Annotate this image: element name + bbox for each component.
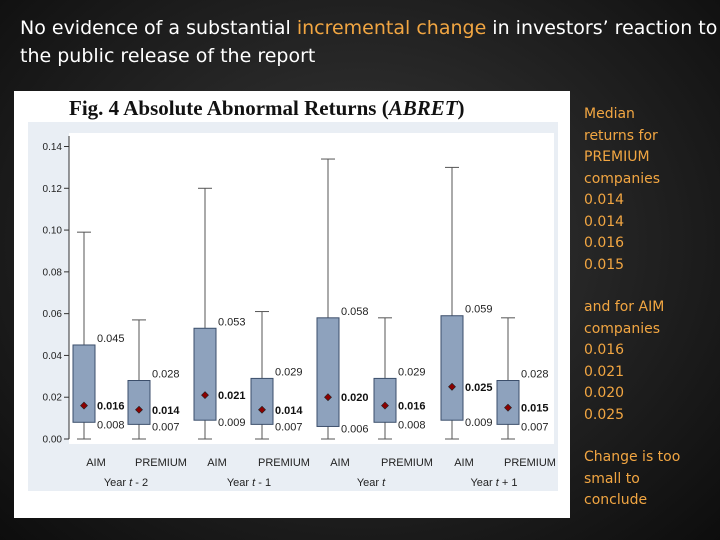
- category-label: AIM: [330, 457, 350, 469]
- median-label: 0.014: [152, 405, 180, 417]
- category-label: AIM: [454, 457, 474, 469]
- median-marker: [201, 391, 209, 400]
- group-label: Year t + 1: [470, 477, 517, 489]
- iqr-box: [440, 315, 464, 421]
- q1-label: 0.009: [465, 417, 493, 429]
- q3-label: 0.058: [341, 306, 369, 318]
- aim-median-value: 0.025: [584, 406, 625, 423]
- y-tick-label: 0.06: [43, 309, 63, 320]
- aim-median-value: 0.020: [584, 385, 625, 401]
- median-marker: [381, 401, 389, 410]
- median-marker: [135, 405, 143, 414]
- y-tick-label: 0.02: [43, 393, 63, 404]
- median-label: 0.021: [218, 390, 246, 402]
- title-text-start: No evidence of a substantial: [20, 17, 297, 39]
- category-label: PREMIUM: [258, 457, 310, 469]
- median-marker: [258, 405, 266, 414]
- q1-label: 0.007: [521, 421, 549, 433]
- group-label: Year t: [357, 477, 386, 489]
- q3-label: 0.028: [521, 369, 549, 381]
- q3-label: 0.028: [152, 369, 180, 381]
- title-text-end: in investors’ reaction to the public rel…: [20, 17, 718, 67]
- iqr-box: [250, 377, 274, 425]
- category-label: PREMIUM: [504, 457, 556, 469]
- iqr-box: [373, 377, 397, 423]
- median-label: 0.015: [521, 403, 549, 415]
- median-label: 0.016: [398, 401, 426, 413]
- chart-title: Fig. 4 Absolute Abnormal Returns (ABRET): [69, 96, 465, 120]
- aim-heading-line: companies: [584, 320, 661, 337]
- q1-label: 0.009: [218, 417, 246, 429]
- category-label: PREMIUM: [135, 457, 187, 469]
- conclusion-line: Change is too: [584, 449, 681, 465]
- y-tick-label: 0.04: [43, 351, 63, 362]
- aim-median-value: 0.021: [584, 363, 625, 380]
- q1-label: 0.007: [275, 421, 303, 433]
- sidebar-notes: Median returns for PREMIUM companies 0.0…: [584, 104, 716, 533]
- group-label: Year t - 2: [104, 477, 148, 489]
- premium-median-value: 0.014: [584, 192, 625, 208]
- q1-label: 0.007: [152, 421, 180, 433]
- q3-label: 0.045: [97, 333, 125, 345]
- category-label: AIM: [207, 457, 227, 469]
- iqr-box: [193, 327, 217, 421]
- premium-heading-line: companies: [584, 170, 661, 187]
- iqr-box: [496, 380, 520, 425]
- q3-label: 0.029: [275, 366, 303, 378]
- conclusion-line: conclude: [584, 492, 648, 508]
- median-label: 0.020: [341, 392, 369, 404]
- q1-label: 0.006: [341, 423, 369, 435]
- iqr-box: [72, 344, 96, 423]
- y-tick-label: 0.14: [43, 142, 63, 153]
- median-label: 0.016: [97, 401, 125, 413]
- category-label: PREMIUM: [381, 457, 433, 469]
- aim-median-value: 0.016: [584, 342, 625, 358]
- q1-label: 0.008: [398, 419, 426, 431]
- median-marker: [80, 401, 88, 410]
- median-marker: [504, 403, 512, 412]
- aim-heading-line: and for AIM: [584, 299, 665, 315]
- premium-heading-line: returns for: [584, 127, 658, 144]
- aim-medians-block: and for AIM companies 0.016 0.021 0.020 …: [584, 297, 716, 426]
- y-tick-label: 0.08: [43, 267, 63, 278]
- median-marker: [448, 382, 456, 391]
- premium-median-value: 0.016: [584, 235, 625, 251]
- q3-label: 0.053: [218, 316, 246, 328]
- box-plot-chart: Fig. 4 Absolute Abnormal Returns (ABRET)…: [28, 96, 558, 491]
- median-label: 0.014: [275, 405, 303, 417]
- y-tick-label: 0.00: [43, 435, 63, 446]
- title-highlight: incremental change: [296, 17, 487, 39]
- conclusion-block: Change is too small to conclude: [584, 447, 716, 512]
- premium-median-value: 0.014: [584, 213, 625, 230]
- premium-median-value: 0.015: [584, 256, 625, 273]
- iqr-box: [316, 317, 340, 427]
- premium-heading-line: Median: [584, 106, 635, 122]
- iqr-box: [127, 380, 151, 425]
- category-label: AIM: [86, 457, 106, 469]
- y-tick-label: 0.10: [43, 226, 63, 237]
- q3-label: 0.059: [465, 304, 493, 316]
- median-label: 0.025: [465, 382, 493, 394]
- group-label: Year t - 1: [227, 477, 271, 489]
- y-tick-label: 0.12: [43, 184, 63, 195]
- slide-title: No evidence of a substantial incremental…: [20, 14, 720, 70]
- conclusion-line: small to: [584, 470, 640, 487]
- q1-label: 0.008: [97, 419, 125, 431]
- median-marker: [324, 393, 332, 402]
- q3-label: 0.029: [398, 366, 426, 378]
- premium-medians-block: Median returns for PREMIUM companies 0.0…: [584, 104, 716, 276]
- chart-figure: Fig. 4 Absolute Abnormal Returns (ABRET)…: [14, 91, 570, 518]
- premium-heading-line: PREMIUM: [584, 149, 650, 165]
